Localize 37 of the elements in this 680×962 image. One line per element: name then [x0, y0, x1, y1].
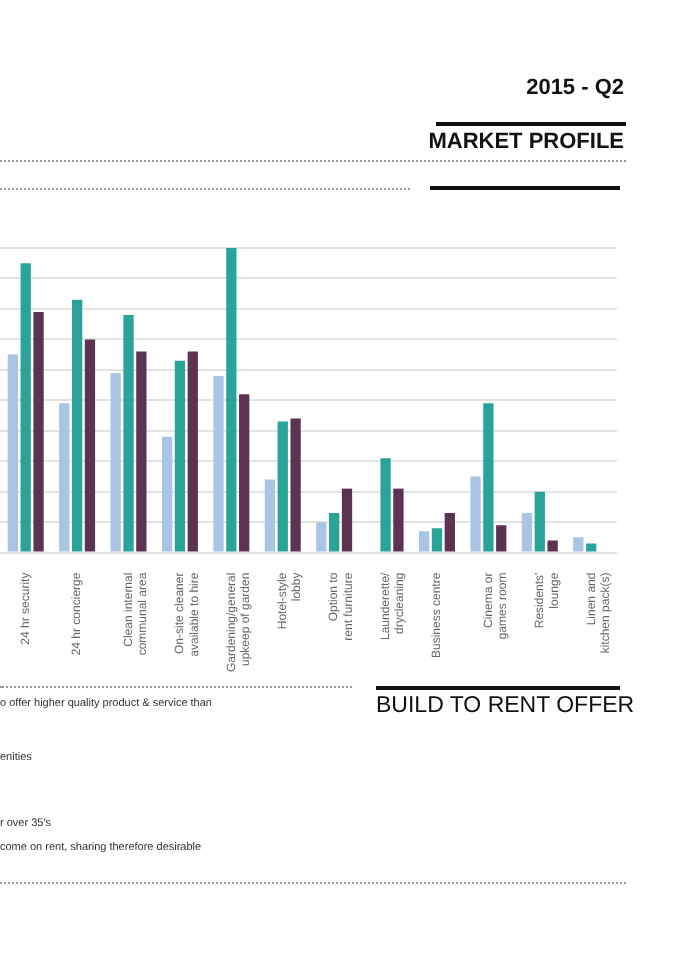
bar — [547, 540, 558, 552]
bar — [380, 458, 391, 552]
bar — [431, 528, 443, 552]
bar — [20, 263, 31, 552]
text: BUILD TO RENT OFFER — [376, 694, 635, 718]
bar — [187, 351, 198, 552]
bar — [59, 403, 70, 552]
bar — [586, 543, 597, 552]
bar — [174, 360, 186, 552]
bar — [71, 299, 83, 552]
bar — [264, 479, 276, 552]
bar — [573, 537, 584, 552]
bar — [277, 421, 288, 552]
bar — [226, 248, 237, 552]
bar — [7, 354, 18, 552]
bar — [341, 488, 353, 552]
bar — [496, 525, 507, 552]
bar — [110, 372, 121, 552]
bar — [84, 339, 96, 552]
bar — [470, 476, 481, 552]
bar — [136, 351, 147, 552]
bar — [444, 513, 455, 552]
bar — [33, 311, 44, 552]
bar — [418, 531, 430, 552]
bar — [329, 513, 340, 552]
bar — [213, 375, 224, 552]
bar — [161, 436, 173, 552]
bar — [521, 513, 533, 552]
chart-subtitle: 2015 - Q2 — [526, 76, 624, 100]
bar — [393, 488, 404, 552]
bar — [534, 491, 545, 552]
bar — [239, 394, 250, 552]
bar — [290, 418, 301, 552]
bar — [123, 315, 134, 552]
bar — [483, 403, 494, 552]
chart-title: MARKET PROFILE — [428, 130, 624, 154]
bar — [316, 522, 327, 552]
